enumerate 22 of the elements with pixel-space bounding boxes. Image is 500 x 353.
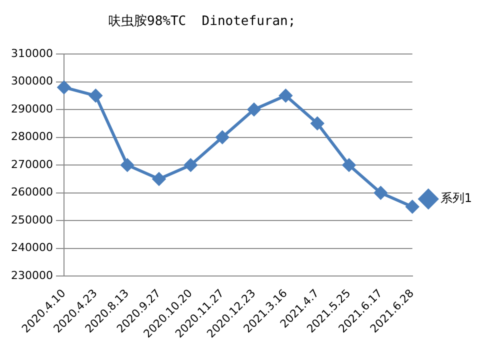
y-tick-label: 280000 <box>10 130 53 144</box>
point <box>120 158 134 172</box>
point <box>216 130 229 144</box>
point <box>248 103 261 116</box>
y-tick-label: 240000 <box>10 241 53 254</box>
y-tick-label: 310000 <box>10 46 53 60</box>
y-tick-label: 260000 <box>10 186 53 199</box>
y-tick-label: 230000 <box>10 268 53 282</box>
point <box>89 89 102 102</box>
legend-label: 系列1 <box>440 191 472 206</box>
y-tick-label: 270000 <box>10 158 53 171</box>
chart-title: 呋虫胺98%TC Dinotefuran; <box>107 13 297 31</box>
y-tick-label: 250000 <box>10 213 53 226</box>
point <box>184 158 198 172</box>
point <box>152 172 166 186</box>
y-tick-label: 300000 <box>10 74 53 88</box>
point <box>342 158 356 172</box>
point <box>374 186 388 200</box>
point <box>279 89 292 102</box>
y-tick-label: 290000 <box>10 102 53 116</box>
point <box>310 116 324 130</box>
point <box>406 200 419 214</box>
